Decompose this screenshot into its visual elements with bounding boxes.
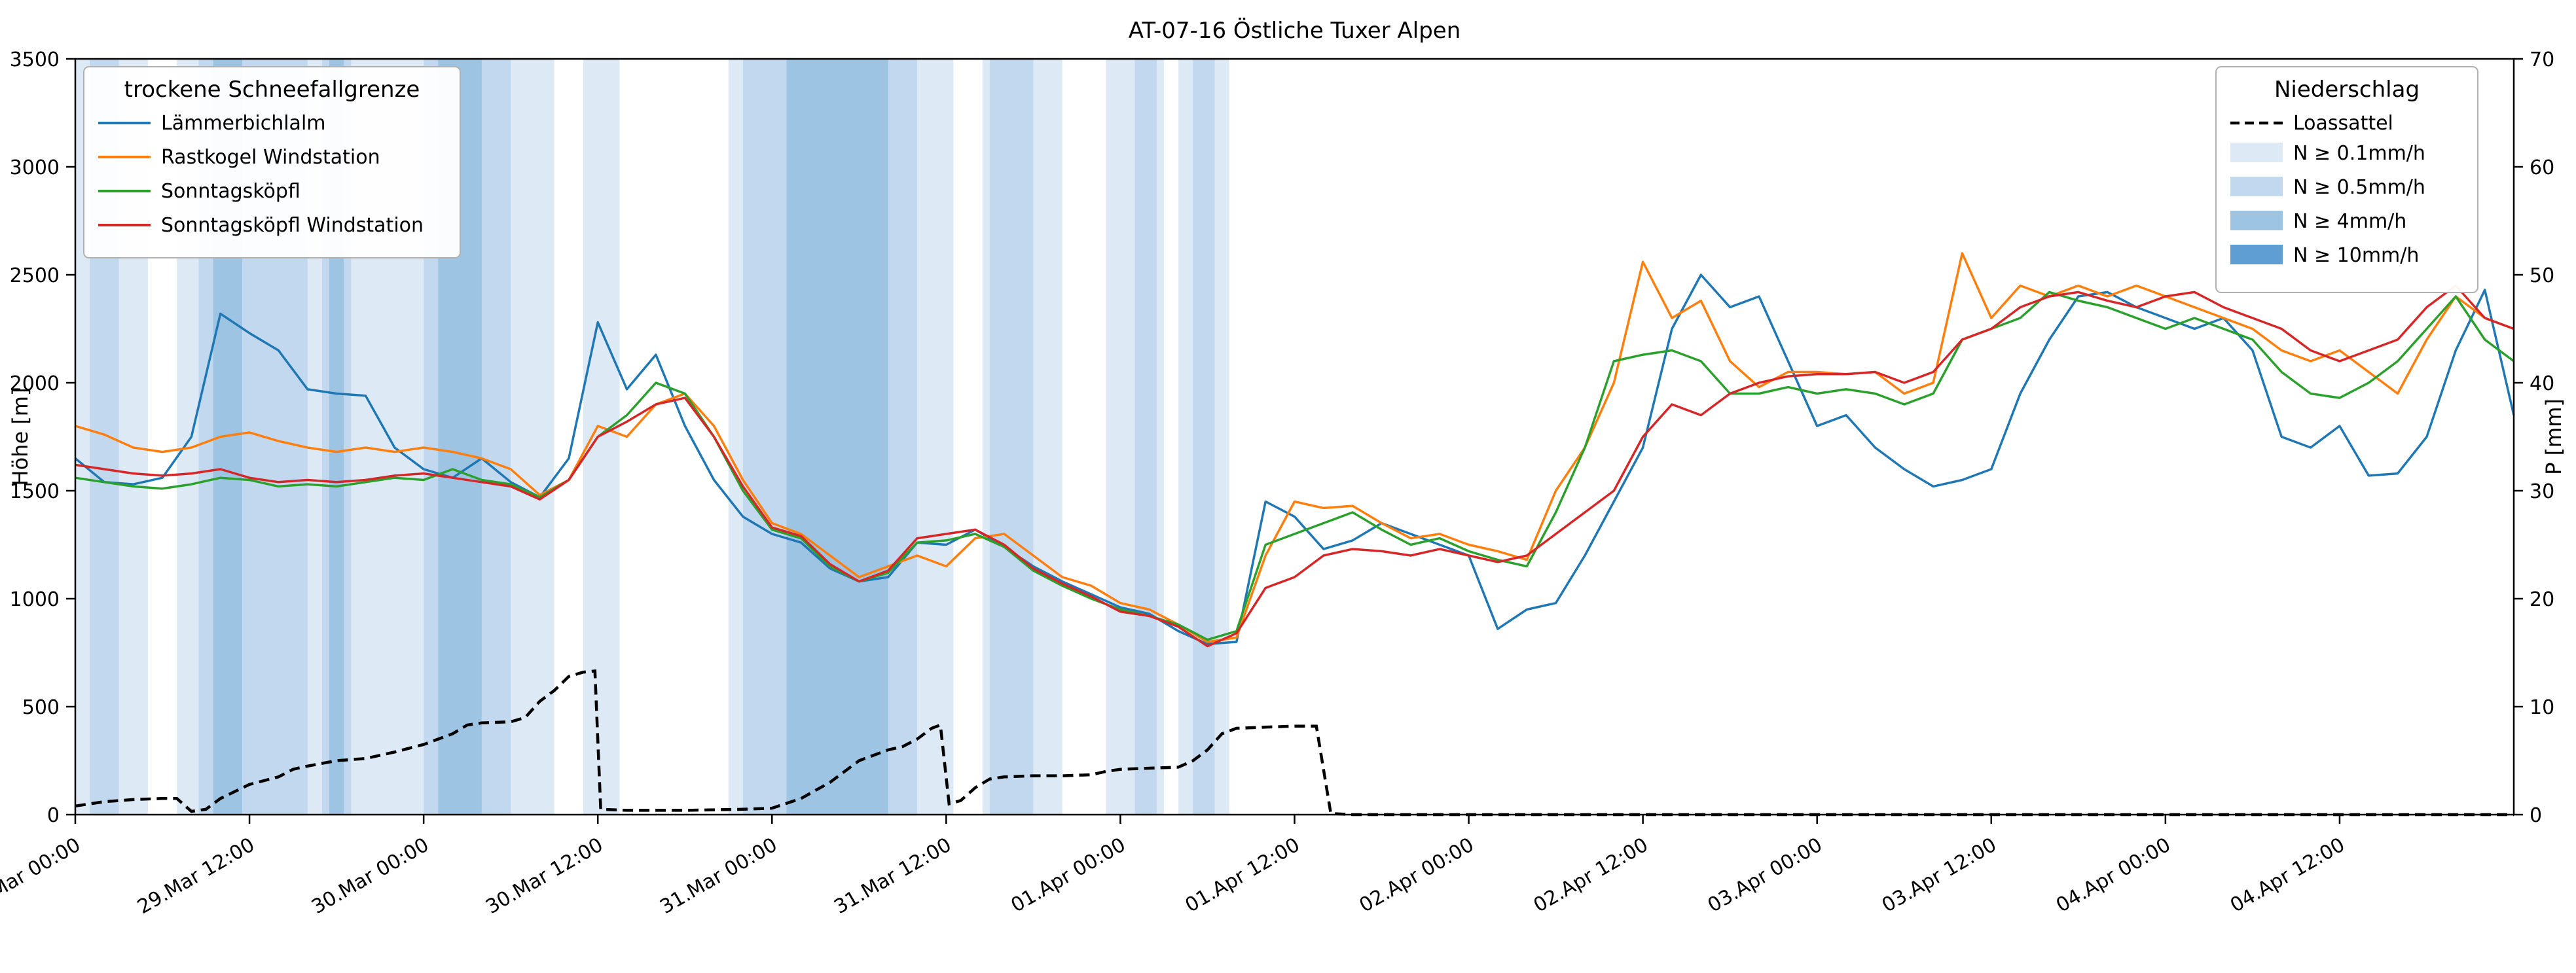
precip-band-level-2 — [1134, 59, 1157, 815]
legend-patch-sample — [2230, 143, 2283, 162]
series-line-4 — [75, 284, 2514, 648]
legend-right-patch-label: N ≥ 0.5mm/h — [2293, 176, 2425, 199]
legend-right-patch-label: N ≥ 10mm/h — [2293, 244, 2419, 267]
legend-right-patch-label: N ≥ 4mm/h — [2293, 210, 2406, 233]
x-tick-label: 03.Apr 12:00 — [1878, 834, 2001, 917]
y-left-tick-label: 0 — [47, 804, 60, 827]
y-right-tick-label: 10 — [2530, 696, 2554, 719]
x-tick-label: 29.Mar 12:00 — [134, 834, 259, 919]
y-right-tick-label: 0 — [2530, 804, 2542, 827]
y-left-tick-label: 1000 — [10, 588, 60, 611]
precip-band-level-2 — [1193, 59, 1215, 815]
x-tick-label: 04.Apr 12:00 — [2226, 834, 2349, 917]
legend-patch-sample — [2230, 245, 2283, 264]
legend-patch-sample — [2230, 211, 2283, 230]
x-tick-label: 01.Apr 12:00 — [1182, 834, 1304, 917]
y-left-tick-label: 3500 — [10, 48, 60, 71]
y-right-tick-label: 30 — [2530, 480, 2554, 503]
legend-left-box — [83, 66, 461, 258]
y-left-tick-label: 3000 — [10, 156, 60, 179]
y-right-tick-label: 70 — [2530, 48, 2554, 71]
y-left-tick-label: 2000 — [10, 372, 60, 395]
precip-band-level-3 — [786, 59, 888, 815]
y-right-tick-label: 50 — [2530, 264, 2554, 287]
y-right-tick-label: 60 — [2530, 156, 2554, 179]
series-line-2 — [75, 252, 2514, 643]
x-tick-label: 31.Mar 00:00 — [656, 834, 781, 919]
x-tick-label: 04.Apr 00:00 — [2052, 834, 2175, 917]
x-tick-label: 29.Mar 00:00 — [0, 834, 84, 919]
precip-band-level-2 — [989, 59, 1034, 815]
y-right-tick-label: 20 — [2530, 588, 2554, 611]
chart-title: AT-07-16 Östliche Tuxer Alpen — [1129, 17, 1461, 44]
legend-right-title: Niederschlag — [2274, 77, 2420, 103]
legend-left-title: trockene Schneefallgrenze — [124, 77, 420, 103]
precip-band-level-1 — [583, 59, 620, 815]
legend-right-patch-label: N ≥ 0.1mm/h — [2293, 142, 2425, 165]
legend-left-entry-label: Sonntagsköpfl Windstation — [161, 214, 424, 237]
legend-left-entry-label: Lämmerbichlalm — [161, 112, 326, 135]
loassattel-line — [75, 669, 2514, 817]
x-tick-label: 01.Apr 00:00 — [1007, 834, 1130, 917]
x-tick-label: 30.Mar 00:00 — [308, 834, 433, 919]
x-tick-label: 03.Apr 00:00 — [1704, 834, 1826, 917]
y-left-tick-label: 500 — [22, 696, 60, 719]
legend-left-entry-label: Rastkogel Windstation — [161, 146, 380, 169]
x-tick-label: 02.Apr 12:00 — [1530, 834, 1652, 917]
x-tick-label: 02.Apr 00:00 — [1356, 834, 1478, 917]
x-tick-label: 31.Mar 12:00 — [830, 834, 955, 919]
x-tick-label: 30.Mar 12:00 — [482, 834, 607, 919]
y-right-axis-label: P [mm] — [2541, 398, 2566, 475]
y-left-tick-label: 1500 — [10, 480, 60, 503]
legend-right-entry-label: Loassattel — [2293, 112, 2393, 135]
legend-patch-sample — [2230, 177, 2283, 196]
y-left-tick-label: 2500 — [10, 264, 60, 287]
series-line-3 — [75, 291, 2515, 641]
y-left-axis-label: Höhe [m] — [8, 388, 33, 486]
y-right-tick-label: 40 — [2530, 372, 2554, 395]
legend-left-entry-label: Sonntagsköpfl — [161, 180, 300, 203]
